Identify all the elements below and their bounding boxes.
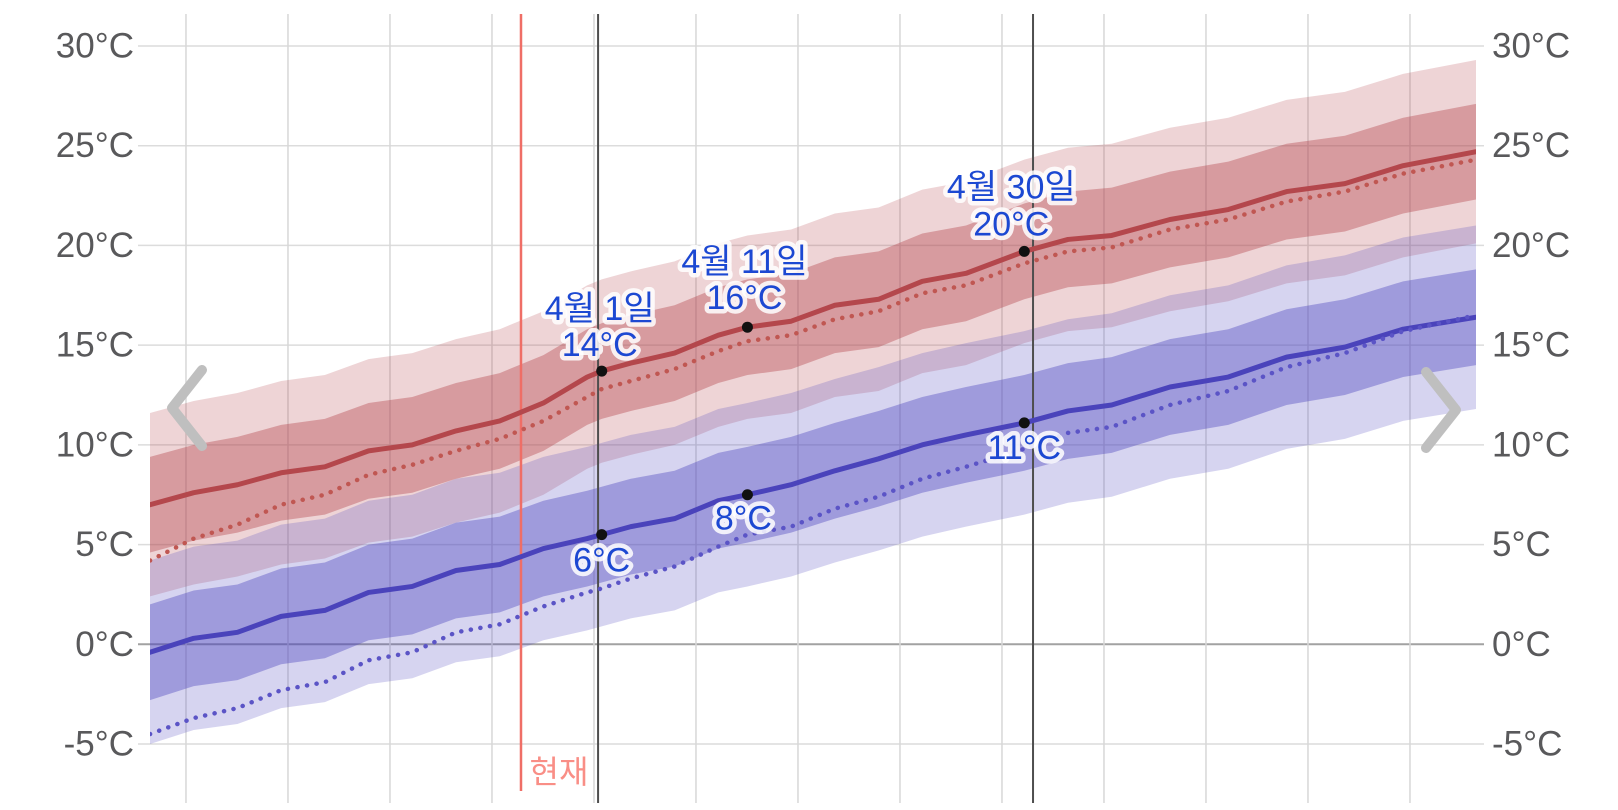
daily-low-average-line [150,314,1476,655]
point-temp-label: 20°C [973,205,1049,243]
point-temp-label: 14°C [562,326,638,364]
point-date-label: 4월 1일 [545,290,655,328]
y-axis-tick-left-20: 20°C [56,226,134,265]
point-temp-label: 16°C [706,279,782,317]
data-point-dot [1018,417,1030,429]
prev-period-button[interactable] [158,360,220,456]
y-axis-tick-left-0: 0°C [75,625,134,664]
data-point-dot [596,365,608,377]
point-date-label: 4월 11일 [681,243,807,281]
data-point-dot [1018,245,1030,257]
y-axis-tick-right-5: 5°C [1492,525,1551,564]
y-axis-tick-right-15: 15°C [1492,326,1570,365]
y-axis-tick-right-20: 20°C [1492,226,1570,265]
y-axis-tick-left-30: 30°C [56,27,134,66]
y-axis-tick-left-15: 15°C [56,326,134,365]
y-axis-tick-right-10: 10°C [1492,425,1570,464]
y-axis-tick-right--5: -5°C [1492,725,1562,764]
y-axis-tick-left-25: 25°C [56,126,134,165]
data-point-dot [741,321,753,333]
daily-low-comparison-line [150,312,1476,737]
now-label: 현재 [530,754,589,790]
point-temp-label: 8°C [715,500,772,538]
point-temp-label: 11°C [988,429,1061,467]
data-point-dot [596,529,608,541]
y-axis-tick-right-30: 30°C [1492,27,1570,66]
point-temp-label: 6°C [573,542,630,580]
y-axis-tick-right-25: 25°C [1492,126,1570,165]
y-axis-tick-left-5: 5°C [75,525,134,564]
daily-high-average-line [150,149,1476,508]
next-period-button[interactable] [1408,362,1470,458]
y-axis-tick-right-0: 0°C [1492,625,1551,664]
chevron-right-icon [1421,367,1461,453]
daily-high-comparison-line [150,157,1476,563]
y-axis-tick-left-10: 10°C [56,425,134,464]
chevron-left-icon [167,365,207,451]
y-axis-tick-left--5: -5°C [64,725,134,764]
daily-low-average-inner-band [150,269,1476,701]
data-point-dot [741,489,753,501]
daily-low-average-outer-band [150,225,1476,744]
point-date-label: 4월 30일 [947,168,1076,206]
